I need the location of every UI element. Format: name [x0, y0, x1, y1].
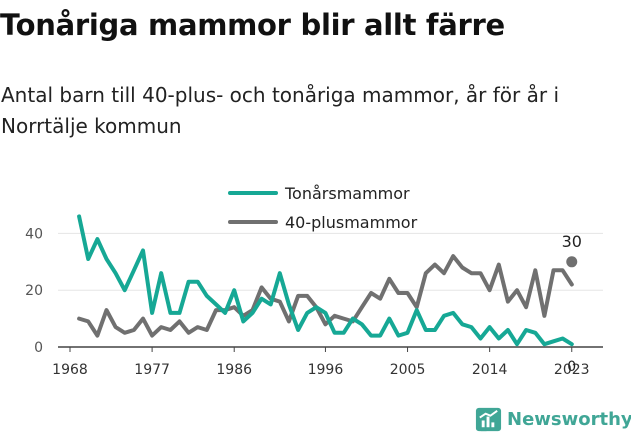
chart-labels: 30 0: [562, 232, 582, 375]
axes: 0 20 40 1968 1977 1986 1996 2005 2014 2023: [25, 226, 603, 378]
x-tick-label: 1968: [52, 362, 88, 378]
forty-plus-end-label: 30: [562, 232, 582, 251]
legend: Tonårsmammor 40-plusmammor: [228, 184, 418, 232]
y-tick-label: 40: [25, 226, 43, 242]
teen-end-label: 0: [567, 359, 576, 375]
y-tick-label: 0: [34, 340, 43, 356]
forty-plus-end-point: [566, 256, 578, 268]
x-tick-label: 1977: [134, 362, 170, 378]
x-tick-label: 1996: [308, 362, 344, 378]
legend-label: 40-plusmammor: [285, 213, 418, 232]
x-tick-label: 2014: [472, 362, 508, 378]
teen-mothers-line: [77, 214, 574, 347]
x-tick-label: 1986: [216, 362, 252, 378]
legend-item-forty-plus: 40-plusmammor: [228, 213, 418, 232]
brand-name: Newsworthy: [507, 409, 631, 430]
legend-label: Tonårsmammor: [284, 184, 410, 203]
newsworthy-logo: Newsworthy: [474, 405, 631, 434]
x-tick-label: 2023: [554, 362, 590, 378]
y-tick-label: 20: [25, 283, 43, 299]
legend-item-teen: Tonårsmammor: [228, 184, 410, 203]
chart-title: Tonåriga mammor blir allt färre: [0, 8, 505, 42]
newsworthy-chart-icon: [475, 407, 502, 432]
data-series: [77, 214, 578, 347]
forty-plus-mothers-line: [77, 254, 574, 338]
x-tick-label: 2005: [390, 362, 426, 378]
chart-subtitle: Antal barn till 40-plus- och tonåriga ma…: [1, 83, 560, 138]
